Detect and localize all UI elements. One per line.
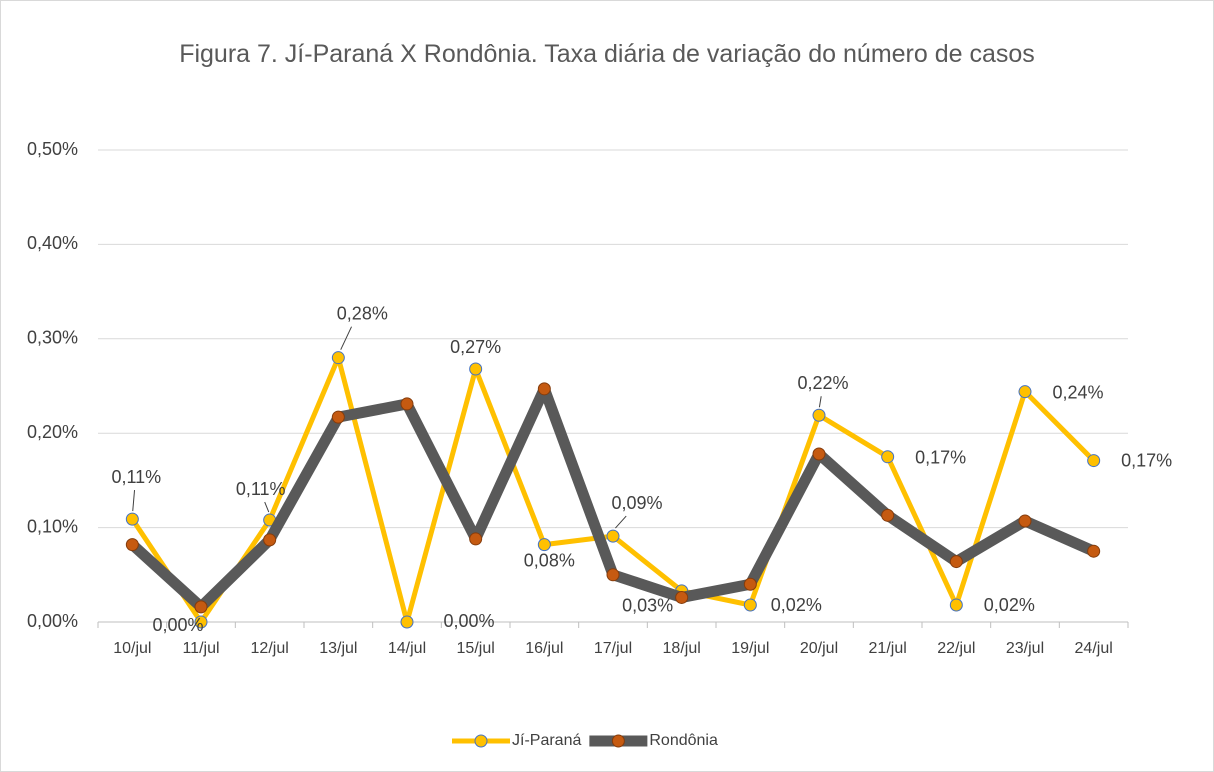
x-tick-label: 10/jul: [113, 640, 151, 657]
data-point: [469, 362, 483, 376]
chart-title: Figura 7. Jí-Paraná X Rondônia. Taxa diá…: [179, 40, 1035, 68]
data-point: [675, 590, 689, 604]
y-tick-label: 0,20%: [27, 422, 78, 442]
data-point: [812, 447, 826, 461]
data-label: 0,09%: [611, 493, 662, 513]
legend-marker: [474, 734, 488, 748]
data-point: [606, 529, 620, 543]
x-tick-label: 14/jul: [388, 640, 426, 657]
data-point: [949, 598, 963, 612]
data-point: [743, 577, 757, 591]
leader-line: [615, 515, 627, 529]
x-tick-label: 19/jul: [731, 640, 769, 657]
x-tick-label: 18/jul: [663, 640, 701, 657]
data-point: [812, 408, 826, 422]
data-label: 0,00%: [152, 615, 203, 635]
y-tick-label: 0,40%: [27, 233, 78, 253]
data-label: 0,03%: [622, 596, 673, 616]
x-tick-label: 23/jul: [1006, 640, 1044, 657]
data-label: 0,11%: [111, 467, 161, 487]
data-label: 0,08%: [524, 550, 575, 570]
x-tick-label: 12/jul: [251, 640, 289, 657]
y-tick-label: 0,10%: [27, 516, 78, 536]
legend-label: Jí-Paraná: [512, 732, 581, 749]
x-tick-label: 22/jul: [937, 640, 975, 657]
x-tick-label: 24/jul: [1075, 640, 1113, 657]
x-tick-label: 11/jul: [182, 640, 219, 657]
data-point: [881, 508, 895, 522]
data-point: [400, 615, 414, 629]
data-point: [743, 598, 757, 612]
x-tick-label: 15/jul: [457, 640, 495, 657]
leader-line: [264, 501, 270, 513]
y-tick-label: 0,00%: [27, 611, 78, 631]
legend-label: Rondônia: [649, 732, 718, 749]
data-point: [1018, 514, 1032, 528]
data-point: [881, 450, 895, 464]
data-point: [606, 568, 620, 582]
y-tick-label: 0,50%: [27, 139, 78, 159]
data-point: [194, 600, 208, 614]
data-point: [125, 538, 139, 552]
data-point: [1018, 385, 1032, 399]
leader-line: [132, 490, 136, 512]
data-label: 0,24%: [1052, 382, 1103, 402]
data-point: [194, 615, 208, 629]
data-point: [400, 397, 414, 411]
data-label: 0,02%: [984, 595, 1035, 615]
data-label: 0,28%: [337, 303, 388, 323]
data-point: [949, 555, 963, 569]
data-label: 0,02%: [771, 595, 822, 615]
data-label: 0,17%: [1121, 450, 1172, 470]
data-label: 0,22%: [797, 373, 848, 393]
data-point: [331, 410, 345, 424]
data-label: 0,17%: [915, 448, 966, 468]
data-point: [331, 351, 345, 365]
data-point: [1087, 544, 1101, 558]
leader-line: [340, 326, 352, 350]
data-label: 0,27%: [450, 337, 501, 357]
data-label: 0,00%: [443, 611, 494, 631]
y-tick-label: 0,30%: [27, 328, 78, 348]
x-tick-label: 16/jul: [525, 640, 563, 657]
data-point: [537, 538, 551, 552]
x-tick-label: 20/jul: [800, 640, 838, 657]
x-tick-label: 17/jul: [594, 640, 632, 657]
data-point: [1087, 454, 1101, 468]
x-tick-label: 13/jul: [319, 640, 357, 657]
data-point: [263, 533, 277, 547]
data-point: [469, 532, 483, 546]
data-point: [125, 512, 139, 526]
data-point: [537, 382, 551, 396]
data-label: 0,11%: [236, 479, 286, 499]
leader-line: [818, 396, 822, 408]
x-tick-label: 21/jul: [869, 640, 907, 657]
legend-marker: [611, 734, 625, 748]
